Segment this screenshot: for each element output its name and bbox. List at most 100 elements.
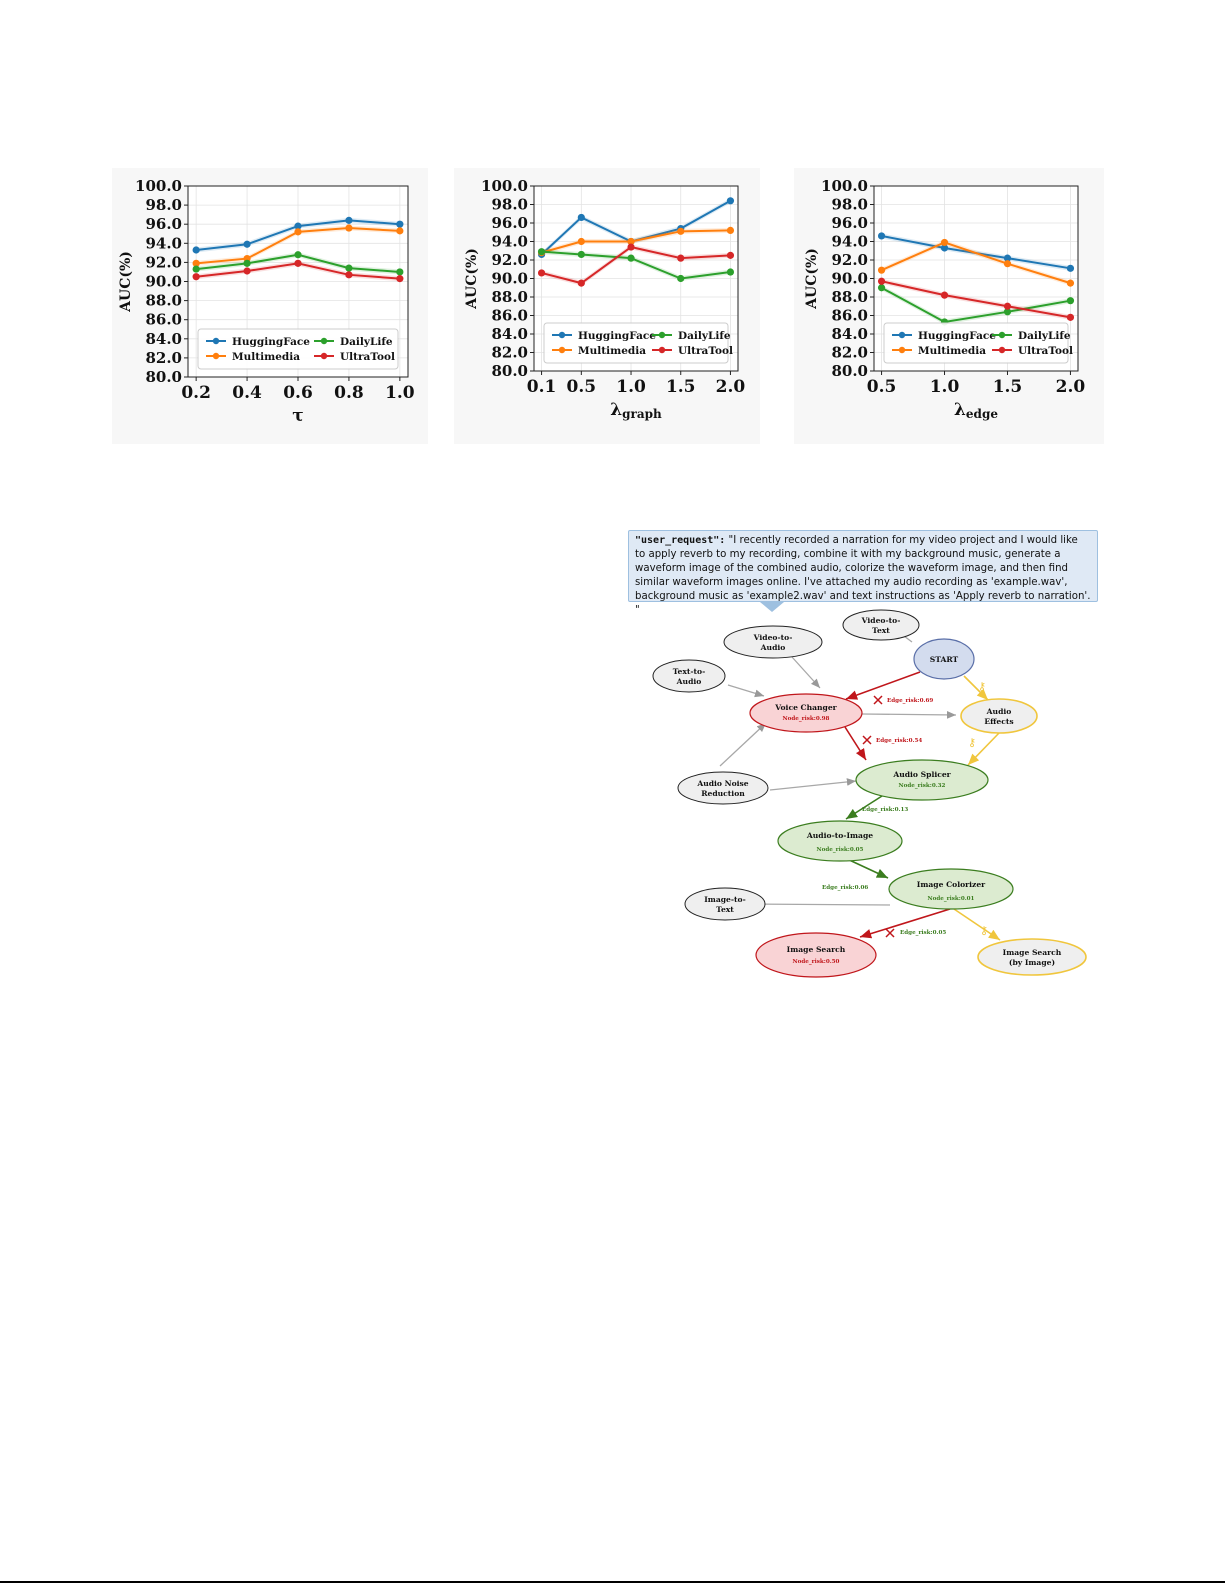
edge-effects-splicer xyxy=(967,731,1001,766)
x-tick-label: 2.0 xyxy=(716,377,746,397)
y-tick-label: 100.0 xyxy=(481,177,528,195)
data-point xyxy=(396,227,404,235)
legend-marker xyxy=(212,352,220,360)
legend-label: Multimedia xyxy=(918,345,986,357)
edge-colorizer-search xyxy=(859,908,951,939)
y-tick-label: 90.0 xyxy=(831,270,868,288)
y-tick-label: 88.0 xyxy=(831,288,868,306)
data-point xyxy=(940,238,949,247)
edge-risk-voice-splicer: Edge_risk:0.54 xyxy=(876,738,922,744)
edge-colorizer-image2text xyxy=(743,900,891,908)
data-point xyxy=(577,213,585,222)
data-point xyxy=(192,259,200,267)
series-dailylife xyxy=(192,251,404,276)
legend-label: HuggingFace xyxy=(578,330,656,342)
legend-box xyxy=(543,322,729,364)
legend-marker xyxy=(898,331,906,339)
x-tick-label: 0.4 xyxy=(232,383,262,403)
series-huggingface xyxy=(192,216,404,254)
y-tick-label: 100.0 xyxy=(821,177,868,195)
series-band xyxy=(541,244,731,286)
data-point xyxy=(877,277,886,285)
data-point xyxy=(627,254,635,262)
x-tick-label: 0.6 xyxy=(283,383,313,403)
node-start xyxy=(913,638,975,680)
node-audio-effects xyxy=(960,698,1038,734)
series-line xyxy=(881,286,1071,324)
series-ultratool xyxy=(192,259,404,283)
x-tick-label: 1.0 xyxy=(616,377,646,397)
edge-splicer-a2i xyxy=(845,795,883,820)
data-point xyxy=(192,246,200,254)
y-tick-label: 96.0 xyxy=(145,215,182,233)
data-point xyxy=(294,222,302,230)
node-video-to-text xyxy=(842,609,920,641)
node-audio-effects-label: Audio xyxy=(986,707,1012,716)
key-icon: ⚷ xyxy=(978,680,986,693)
y-tick-label: 80.0 xyxy=(145,368,182,386)
data-point xyxy=(1066,297,1075,305)
legend-label: UltraTool xyxy=(340,351,395,363)
data-point xyxy=(243,259,251,267)
edge-risk-a2i-colorizer: Edge_risk:0.06 xyxy=(822,885,868,891)
data-point xyxy=(726,226,735,234)
x-tick-label: 0.2 xyxy=(181,383,211,403)
x-axis-label: τ xyxy=(292,406,303,426)
x-tick-label: 1.0 xyxy=(930,377,960,397)
data-point xyxy=(627,237,635,246)
data-point xyxy=(677,274,685,283)
legend-label: Multimedia xyxy=(578,345,646,357)
edge-colorizer-searchbyimage xyxy=(953,908,1001,941)
node-audio-noise-reduction-label: Reduction xyxy=(701,789,745,798)
data-point xyxy=(1003,260,1012,268)
data-point xyxy=(243,240,251,248)
data-point xyxy=(345,224,353,232)
chart-lambda-edge: 80.0 82.0 84.0 86.0 88.0 90.0 92.0 94.0 96.0 98.0… xyxy=(794,168,1104,444)
y-axis-label: AUC(%) xyxy=(118,251,134,313)
cross-icon xyxy=(885,928,895,938)
y-tick-label: 94.0 xyxy=(491,233,528,251)
node-image-search xyxy=(755,932,877,978)
key-icon: ⚷ xyxy=(980,924,988,937)
data-point xyxy=(396,220,404,228)
node-video-to-audio xyxy=(723,625,823,659)
data-point xyxy=(345,216,353,224)
x-tick-label: 2.0 xyxy=(1056,377,1086,397)
data-point xyxy=(1066,264,1075,272)
y-tick-label: 96.0 xyxy=(491,214,528,232)
edge-video2audio-voice xyxy=(791,656,821,689)
chart-tau-svg: 80.082.084.086.088.090.0 92.094.096.098.0… xyxy=(118,177,415,426)
data-point xyxy=(726,197,735,205)
key-icon: ⚷ xyxy=(968,736,976,749)
edge-voice-splicer xyxy=(844,726,867,761)
data-point xyxy=(537,248,546,256)
edge-noise-splicer xyxy=(769,778,857,791)
node-image-colorizer-risk: Node_risk:0.01 xyxy=(928,896,975,902)
data-point xyxy=(940,244,949,252)
data-point xyxy=(577,279,585,287)
node-audio-splicer-label: Audio Splicer xyxy=(892,770,951,779)
series-line xyxy=(881,280,1071,319)
page-bottom-rule xyxy=(0,1581,1225,1583)
node-image-to-text-label: Image-to- xyxy=(704,895,746,904)
legend: HuggingFace DailyLife Multimedia UltraTool xyxy=(883,322,1073,364)
node-image-colorizer xyxy=(888,868,1014,910)
chart-lambda-edge-svg: 80.082.084.086.088.090.092.094.096.098.0… xyxy=(804,177,1086,421)
x-tick-label: 0.1 xyxy=(527,377,557,397)
user-request-key: "user_request": xyxy=(635,535,726,546)
data-point xyxy=(192,273,200,281)
legend-label: DailyLife xyxy=(1018,330,1071,342)
data-point xyxy=(294,259,302,267)
y-tick-label: 82.0 xyxy=(831,344,868,362)
data-point xyxy=(345,271,353,279)
node-voice-changer-risk: Node_risk:0.98 xyxy=(783,716,830,722)
data-point xyxy=(877,266,886,274)
legend-marker xyxy=(558,346,566,354)
data-point xyxy=(1003,302,1012,310)
y-tick-label: 88.0 xyxy=(491,288,528,306)
data-point xyxy=(940,291,949,299)
edge-risk-splicer-a2i: Edge_risk:0.13 xyxy=(862,807,908,813)
data-point xyxy=(1003,254,1012,262)
data-point xyxy=(294,228,302,236)
y-tick-label: 92.0 xyxy=(831,251,868,269)
